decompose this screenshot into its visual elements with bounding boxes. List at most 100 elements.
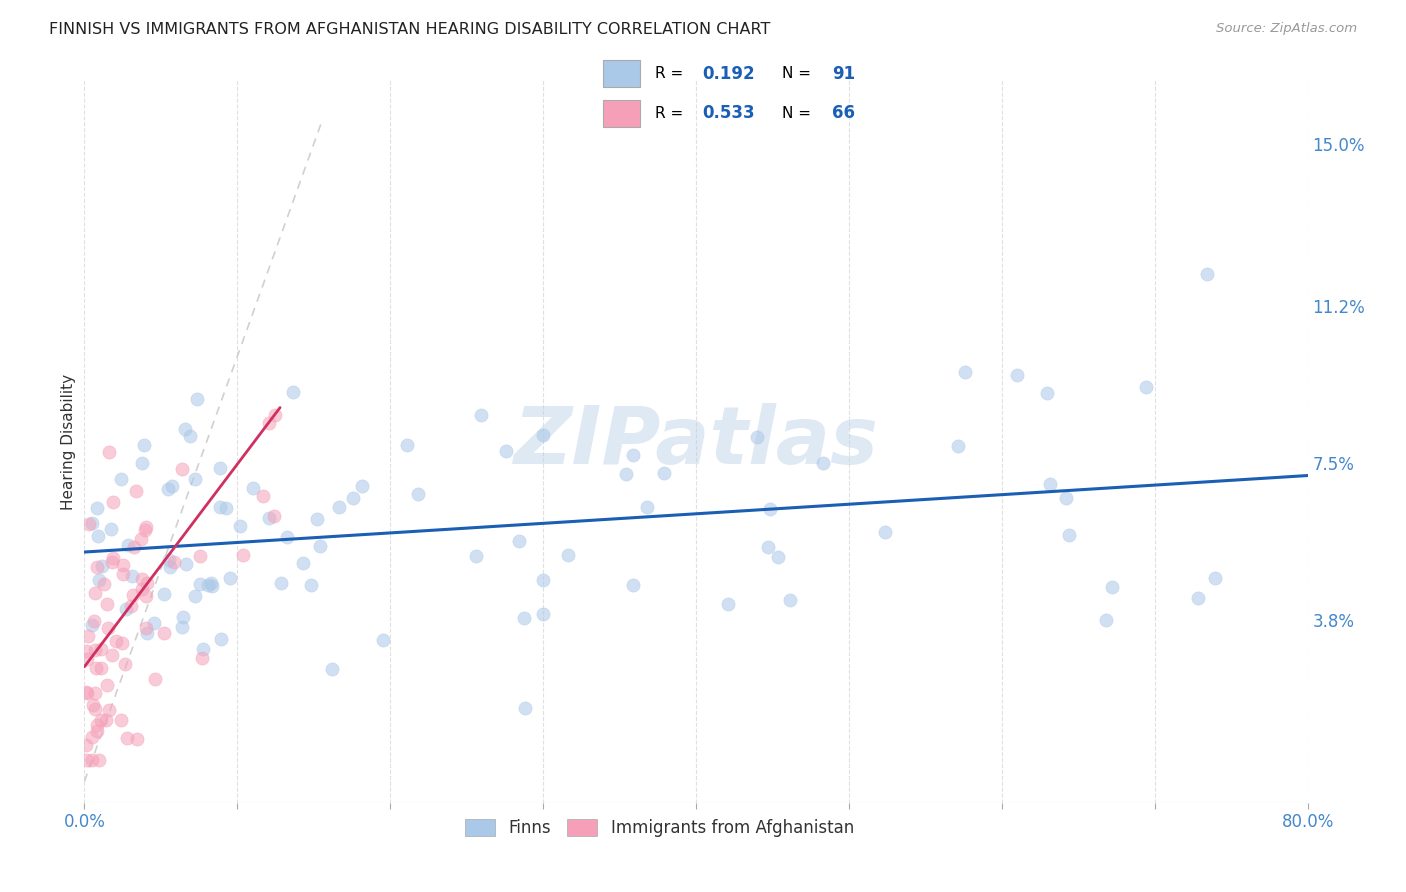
Point	[86, 559, 108, 574]
Point	[94, 713, 117, 727]
Point	[219, 571, 242, 585]
Point	[395, 438, 418, 452]
Point	[756, 540, 779, 554]
Point	[75, 738, 97, 752]
Point	[242, 481, 264, 495]
Point	[200, 576, 222, 591]
Point	[652, 466, 675, 480]
Point	[163, 555, 186, 569]
Point	[87, 573, 110, 587]
Point	[86, 723, 108, 738]
Text: N =: N =	[782, 106, 815, 121]
Point	[232, 548, 254, 562]
Point	[90, 642, 112, 657]
Point	[201, 579, 224, 593]
Point	[76, 686, 98, 700]
Point	[1195, 267, 1218, 281]
Point	[75, 685, 97, 699]
Point	[621, 448, 644, 462]
Point	[215, 501, 238, 516]
Point	[97, 621, 120, 635]
Point	[209, 500, 232, 514]
Point	[121, 568, 143, 582]
Point	[96, 597, 118, 611]
Text: 0.192: 0.192	[702, 64, 755, 83]
Point	[513, 610, 536, 624]
Text: N =: N =	[782, 66, 815, 81]
Point	[1054, 491, 1077, 505]
Point	[98, 703, 121, 717]
Point	[1204, 571, 1226, 585]
Point	[83, 702, 105, 716]
Point	[122, 540, 145, 554]
Point	[1101, 580, 1123, 594]
Point	[80, 753, 103, 767]
Point	[281, 385, 304, 400]
Point	[157, 553, 180, 567]
Point	[191, 651, 214, 665]
Point	[508, 534, 530, 549]
Point	[768, 549, 790, 564]
Point	[75, 644, 97, 658]
Point	[120, 599, 142, 613]
Point	[172, 620, 194, 634]
Point	[946, 439, 969, 453]
Point	[111, 558, 134, 572]
Point	[614, 467, 637, 481]
Point	[76, 652, 98, 666]
Point	[342, 491, 364, 505]
Point	[100, 648, 122, 663]
Point	[84, 585, 107, 599]
Point	[111, 566, 134, 581]
Point	[135, 575, 157, 590]
Point	[188, 549, 211, 563]
Point	[84, 661, 107, 675]
Point	[82, 730, 104, 744]
Point	[953, 365, 976, 379]
Text: R =: R =	[655, 106, 689, 121]
Point	[716, 597, 738, 611]
Point	[90, 714, 112, 728]
Point	[623, 577, 645, 591]
Point	[328, 500, 350, 514]
Point	[1039, 477, 1062, 491]
Point	[115, 602, 138, 616]
Point	[89, 753, 111, 767]
Point	[110, 713, 132, 727]
Point	[257, 417, 280, 431]
Point	[307, 512, 329, 526]
Point	[209, 460, 232, 475]
Point	[1007, 368, 1029, 383]
Point	[257, 510, 280, 524]
Point	[229, 518, 252, 533]
Point	[495, 443, 517, 458]
Point	[557, 549, 579, 563]
Point	[193, 642, 215, 657]
Point	[86, 501, 108, 516]
Point	[76, 753, 98, 767]
Point	[464, 549, 486, 564]
Point	[252, 489, 274, 503]
Point	[197, 578, 219, 592]
Point	[101, 495, 124, 509]
Point	[188, 577, 211, 591]
Point	[105, 634, 128, 648]
Point	[153, 587, 176, 601]
Point	[93, 577, 115, 591]
Point	[96, 678, 118, 692]
Point	[745, 430, 768, 444]
Y-axis label: Hearing Disability: Hearing Disability	[60, 374, 76, 509]
FancyBboxPatch shape	[603, 60, 640, 87]
Point	[115, 731, 138, 745]
Point	[159, 560, 181, 574]
Point	[172, 610, 194, 624]
Point	[162, 478, 184, 492]
Point	[131, 532, 153, 546]
Point	[174, 422, 197, 436]
Point	[145, 672, 167, 686]
Point	[86, 718, 108, 732]
Point	[83, 614, 105, 628]
Point	[87, 529, 110, 543]
Point	[142, 615, 165, 630]
Point	[114, 657, 136, 671]
